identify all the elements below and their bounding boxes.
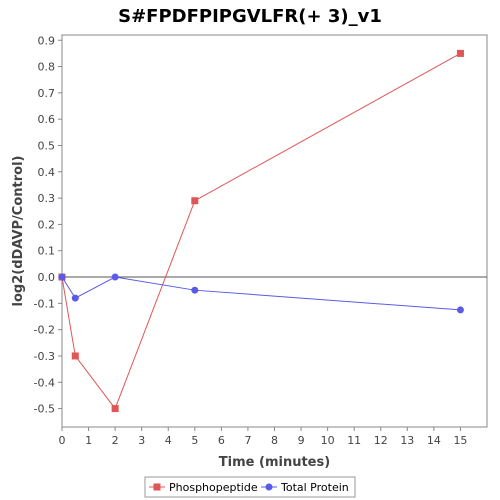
y-tick-label: -0.3 bbox=[34, 350, 55, 363]
legend-item-total-protein: Total Protein bbox=[261, 481, 349, 494]
y-tick-label: -0.1 bbox=[34, 297, 55, 310]
legend-label: Total Protein bbox=[280, 481, 349, 494]
series-group bbox=[58, 49, 464, 413]
legend: Phosphopeptide Total Protein bbox=[144, 476, 356, 498]
y-tick-label: 0.6 bbox=[38, 113, 56, 126]
y-tick-label: 0.3 bbox=[38, 192, 56, 205]
y-tick-label: 0.8 bbox=[38, 61, 56, 74]
data-point-marker bbox=[58, 273, 66, 281]
y-axis-label: log2(dDAVP/Control) bbox=[11, 156, 26, 307]
legend-marker-swatch bbox=[265, 483, 273, 491]
legend-item-phosphopeptide: Phosphopeptide bbox=[149, 481, 258, 494]
data-point-marker bbox=[456, 306, 464, 314]
x-tick-label: 10 bbox=[321, 434, 335, 447]
x-tick-label: 2 bbox=[112, 434, 119, 447]
y-tick-label: 0.2 bbox=[38, 218, 56, 231]
y-tick-label: 0.5 bbox=[38, 139, 56, 152]
y-tick-label: 0.9 bbox=[38, 34, 56, 47]
x-axis-label: Time (minutes) bbox=[219, 455, 330, 470]
data-point-marker bbox=[191, 286, 199, 294]
x-tick-label: 15 bbox=[453, 434, 467, 447]
x-tick-label: 3 bbox=[138, 434, 145, 447]
x-tick-label: 0 bbox=[59, 434, 66, 447]
data-point-marker bbox=[191, 197, 199, 205]
y-tick-label: -0.5 bbox=[34, 403, 55, 416]
plot-area bbox=[61, 34, 488, 428]
data-point-marker bbox=[71, 352, 79, 360]
y-tick-label: -0.4 bbox=[34, 376, 55, 389]
x-tick-label: 1 bbox=[85, 434, 92, 447]
x-tick-label: 5 bbox=[191, 434, 198, 447]
data-point-marker bbox=[111, 273, 119, 281]
x-tick-label: 14 bbox=[427, 434, 441, 447]
y-tick-label: -0.2 bbox=[34, 324, 55, 337]
x-tick-label: 6 bbox=[218, 434, 225, 447]
chart-title: S#FPDFPIPGVLFR(+ 3)_v1 bbox=[118, 6, 382, 27]
y-tick-label: 0.7 bbox=[38, 87, 56, 100]
x-tick-label: 11 bbox=[347, 434, 361, 447]
x-tick-label: 7 bbox=[244, 434, 251, 447]
data-point-marker bbox=[71, 294, 79, 302]
y-tick-label: 0.0 bbox=[38, 271, 56, 284]
legend-label: Phosphopeptide bbox=[169, 481, 258, 494]
series-total-protein bbox=[58, 273, 464, 314]
x-tick-label: 8 bbox=[271, 434, 278, 447]
x-tick-label: 12 bbox=[374, 434, 388, 447]
data-point-marker bbox=[456, 49, 464, 57]
legend-box bbox=[144, 476, 356, 498]
y-tick-label: 0.4 bbox=[38, 166, 56, 179]
y-tick-label: 0.1 bbox=[38, 245, 56, 258]
x-tick-label: 9 bbox=[298, 434, 305, 447]
legend-marker-swatch bbox=[153, 483, 161, 491]
y-axis-ticks: -0.5 -0.4 -0.3 -0.2 -0.1 0.0 0.1 0.2 0.3 0.4 0.5 0.… bbox=[34, 34, 62, 416]
data-point-marker bbox=[111, 405, 119, 413]
x-tick-label: 4 bbox=[165, 434, 172, 447]
x-axis-ticks: 0 1 2 3 4 5 6 7 8 9 10 11 12 13 14 15 bbox=[59, 427, 467, 447]
x-tick-label: 13 bbox=[400, 434, 414, 447]
